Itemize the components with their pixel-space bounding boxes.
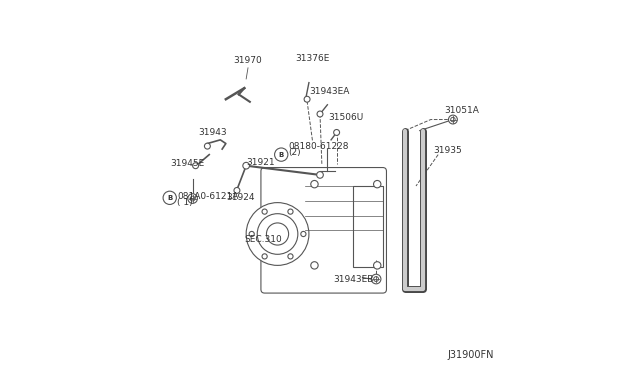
- Circle shape: [243, 162, 250, 169]
- Circle shape: [301, 231, 306, 237]
- Circle shape: [193, 163, 198, 169]
- Circle shape: [249, 231, 254, 237]
- Text: ( 1): ( 1): [177, 198, 193, 207]
- Text: 31924: 31924: [227, 193, 255, 202]
- Circle shape: [317, 171, 323, 178]
- Circle shape: [262, 254, 268, 259]
- Text: 31943: 31943: [198, 128, 227, 137]
- Circle shape: [311, 262, 318, 269]
- Text: B: B: [167, 195, 172, 201]
- Text: SEC.310: SEC.310: [244, 235, 282, 244]
- Circle shape: [190, 196, 195, 201]
- Text: B: B: [278, 152, 284, 158]
- Text: 31943EB: 31943EB: [333, 275, 373, 283]
- Circle shape: [204, 143, 211, 149]
- Circle shape: [246, 203, 309, 265]
- Circle shape: [449, 115, 458, 124]
- FancyBboxPatch shape: [261, 167, 387, 293]
- Text: 31945E: 31945E: [170, 159, 204, 169]
- Text: 08180-61228: 08180-61228: [288, 142, 348, 151]
- Text: 31051A: 31051A: [445, 106, 479, 115]
- Text: 31921: 31921: [246, 157, 275, 167]
- Circle shape: [317, 111, 323, 117]
- Circle shape: [163, 191, 177, 205]
- Circle shape: [288, 254, 293, 259]
- Circle shape: [304, 96, 310, 102]
- Text: (2): (2): [288, 148, 301, 157]
- Circle shape: [374, 262, 381, 269]
- Text: 31376E: 31376E: [296, 54, 330, 63]
- Circle shape: [257, 214, 298, 254]
- Circle shape: [374, 277, 378, 282]
- Circle shape: [288, 209, 293, 214]
- Circle shape: [333, 129, 340, 135]
- Circle shape: [371, 274, 381, 284]
- Circle shape: [266, 223, 289, 245]
- Circle shape: [234, 187, 240, 193]
- Circle shape: [262, 209, 268, 214]
- Circle shape: [275, 148, 288, 161]
- Text: 31506U: 31506U: [328, 113, 364, 122]
- Circle shape: [311, 180, 318, 188]
- Text: 31970: 31970: [234, 56, 262, 65]
- Text: 31935: 31935: [433, 147, 461, 155]
- Text: 31943EA: 31943EA: [309, 87, 349, 96]
- Text: J31900FN: J31900FN: [447, 350, 493, 359]
- Circle shape: [374, 180, 381, 188]
- Circle shape: [188, 194, 197, 203]
- FancyBboxPatch shape: [353, 186, 383, 267]
- Text: 081A0-6121A: 081A0-6121A: [177, 192, 239, 201]
- Circle shape: [451, 117, 455, 122]
